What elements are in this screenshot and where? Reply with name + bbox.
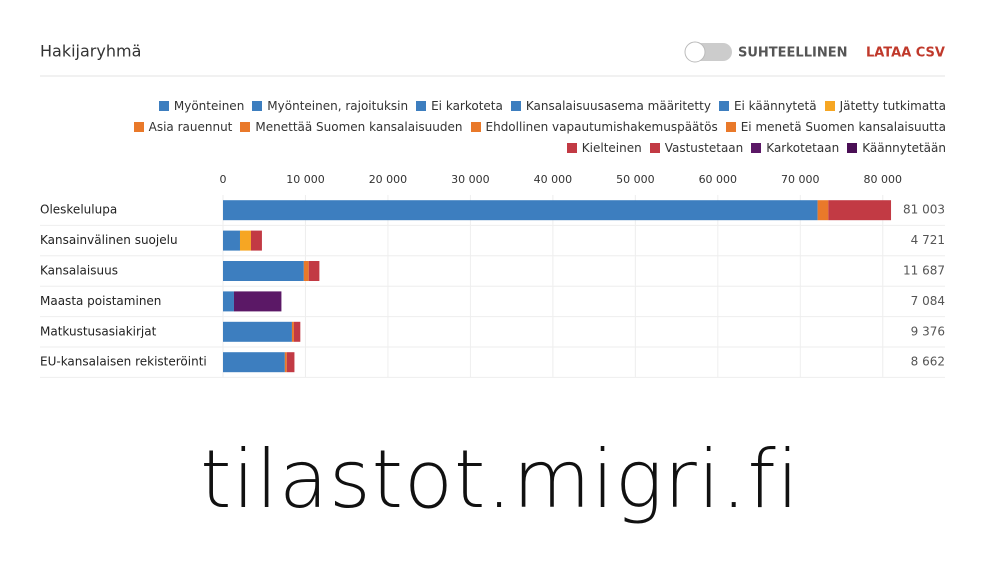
legend-swatch[interactable]	[824, 100, 835, 111]
legend-swatch[interactable]	[158, 100, 169, 111]
legend-item[interactable]: Asia rauennut	[133, 119, 233, 134]
legend-swatch[interactable]	[751, 142, 762, 153]
legend-swatch[interactable]	[847, 142, 858, 153]
bar-segment	[308, 261, 320, 281]
legend-label[interactable]: Menettää Suomen kansalaisuuden	[255, 119, 463, 134]
x-tick-label: 30 000	[451, 173, 490, 186]
total-label: 4 721	[911, 233, 945, 247]
legend-item[interactable]: Kansalaisuusasema määritetty	[510, 98, 711, 113]
bar-segment	[817, 200, 829, 221]
y-tick-label: Maasta poistaminen	[40, 294, 161, 308]
legend-item[interactable]: Ei käännytetä	[718, 98, 817, 113]
legend-label[interactable]: Asia rauennut	[148, 119, 233, 134]
legend-label[interactable]: Kansalaisuusasema määritetty	[525, 98, 711, 113]
y-tick-label: Kansalaisuus	[40, 264, 118, 278]
bar-segment	[223, 321, 292, 342]
x-tick-label: 70 000	[781, 173, 820, 186]
legend-label[interactable]: Jätetty tutkimatta	[839, 98, 946, 113]
legend-item[interactable]: Ei karkoteta	[416, 99, 503, 113]
relative-toggle[interactable]: SUHTEELLINEN	[684, 41, 847, 63]
legend-item[interactable]: Vastustetaan	[649, 140, 744, 155]
y-tick-label: EU-kansalaisen rekisteröinti	[40, 355, 207, 369]
toggle-label[interactable]: SUHTEELLINEN	[738, 46, 847, 61]
legend-row: Asia rauennut Menettää Suomen kansalaisuu…	[120, 116, 946, 137]
legend-label[interactable]: Ei käännytetä	[733, 98, 817, 113]
x-tick-label: 50 000	[616, 173, 655, 186]
bar-segment	[223, 230, 240, 251]
x-tick-label: 60 000	[699, 173, 738, 186]
legend-item[interactable]: Myönteinen	[158, 98, 245, 113]
bar-segment	[223, 200, 818, 221]
legend-label[interactable]: Ei menetä Suomen kansalaisuutta	[740, 119, 946, 134]
bar-segment	[293, 321, 301, 342]
total-label: 11 687	[903, 264, 945, 278]
legend-row: Myönteinen Myönteinen, rajoituksin Ei kark…	[120, 95, 946, 116]
legend-item[interactable]: Karkotetaan	[751, 141, 839, 155]
y-tick-label: Oleskelulupa	[40, 203, 117, 217]
legend-item[interactable]: Ehdollinen vapautumishakemuspäätös	[470, 119, 718, 134]
legend-label[interactable]: Ei karkoteta	[431, 98, 503, 113]
x-tick-label: 80 000	[864, 173, 903, 186]
legend-swatch[interactable]	[252, 100, 263, 111]
bar-segment	[223, 291, 234, 312]
legend-swatch[interactable]	[416, 100, 427, 111]
legend-label[interactable]: Vastustetaan	[664, 140, 744, 155]
bar-segment	[303, 261, 309, 281]
legend-swatch[interactable]	[133, 121, 144, 132]
total-label: 81 003	[903, 203, 945, 217]
legend-row: Kielteinen Vastustetaan Karkotetaan Käännyt…	[120, 137, 946, 158]
legend-item[interactable]: Jätetty tutkimatta	[824, 98, 946, 113]
legend-label[interactable]: Karkotetaan	[766, 140, 840, 155]
x-tick-label: 40 000	[534, 173, 573, 186]
total-label: 9 376	[911, 324, 945, 338]
legend-swatch[interactable]	[510, 100, 521, 111]
total-label: 8 662	[911, 355, 945, 369]
legend-item[interactable]: Ei menetä Suomen kansalaisuutta	[725, 119, 946, 134]
legend-item[interactable]: Käännytetään	[847, 141, 946, 155]
bar-segment	[291, 321, 294, 342]
legend-swatch[interactable]	[718, 100, 729, 111]
legend-swatch[interactable]	[240, 121, 251, 132]
chart-title: Hakijaryhmä	[40, 42, 141, 61]
total-label: 7 084	[911, 294, 945, 308]
legend-swatch[interactable]	[725, 121, 736, 132]
bar-segment	[223, 261, 304, 281]
x-tick-label: 10 000	[286, 173, 325, 186]
legend: Myönteinen Myönteinen, rajoituksin Ei kark…	[120, 95, 946, 158]
legend-label[interactable]: Käännytetään	[862, 140, 946, 155]
legend-swatch[interactable]	[566, 142, 577, 153]
legend-item[interactable]: Menettää Suomen kansalaisuuden	[240, 119, 463, 134]
bar-segment	[250, 230, 262, 251]
legend-swatch[interactable]	[470, 121, 481, 132]
legend-label[interactable]: Myönteinen	[173, 98, 245, 113]
x-tick-label: 0	[220, 173, 227, 186]
legend-item[interactable]: Kielteinen	[566, 140, 642, 155]
footer-text: tilastot.migri.fi	[200, 433, 800, 526]
toggle-knob[interactable]	[684, 41, 706, 63]
legend-label[interactable]: Myönteinen, rajoituksin	[267, 98, 409, 113]
bar-segment	[233, 291, 282, 312]
y-tick-label: Kansainvälinen suojelu	[40, 233, 178, 247]
bar-segment	[239, 230, 251, 251]
bar-segment	[284, 352, 287, 373]
bar-segment	[828, 200, 892, 221]
download-csv[interactable]: LATAA CSV	[866, 46, 945, 61]
x-tick-label: 20 000	[369, 173, 408, 186]
legend-label[interactable]: Kielteinen	[581, 140, 642, 155]
bar-segment	[223, 352, 285, 373]
legend-item[interactable]: Myönteinen, rajoituksin	[252, 99, 408, 113]
y-tick-label: Matkustusasiakirjat	[40, 324, 157, 338]
legend-label[interactable]: Ehdollinen vapautumishakemuspäätös	[485, 119, 718, 134]
legend-swatch[interactable]	[649, 142, 660, 153]
bar-segment	[286, 352, 295, 373]
